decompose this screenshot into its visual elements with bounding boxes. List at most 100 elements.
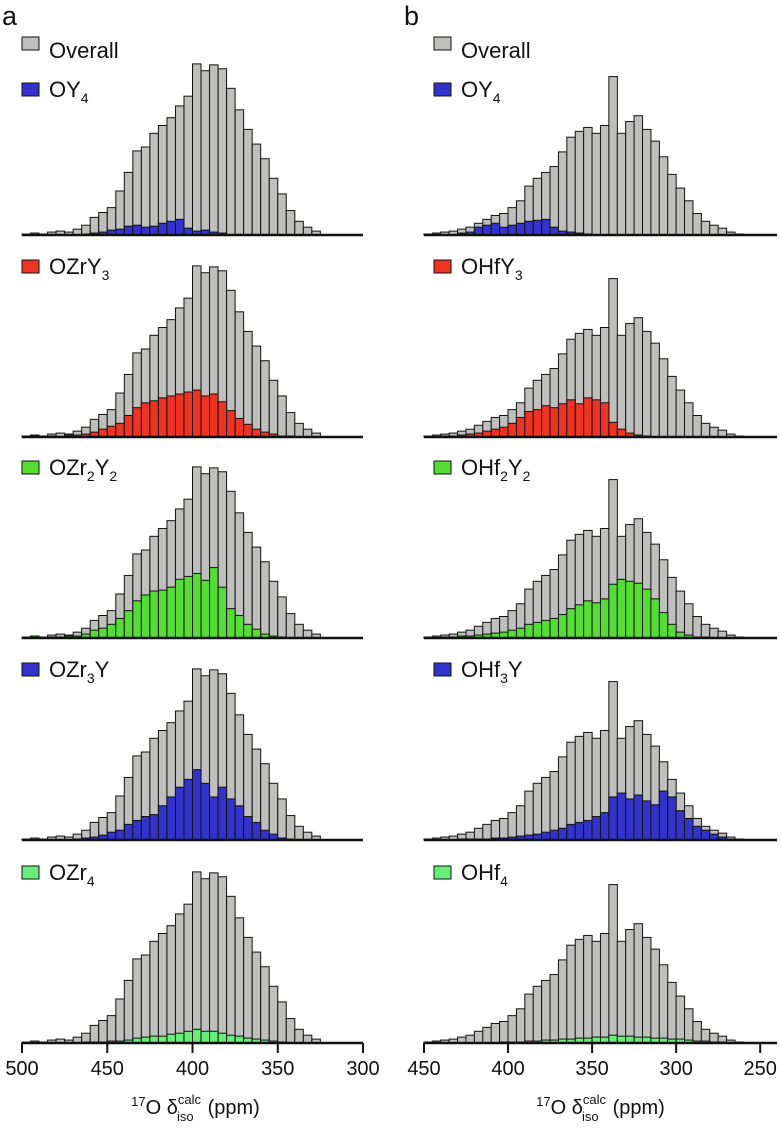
overall-bar (294, 1028, 304, 1044)
overall-bar (149, 132, 159, 236)
subset-bar (599, 598, 610, 639)
subset-bar (692, 825, 702, 841)
subset-bar (192, 769, 202, 841)
legend-swatch-overall (21, 36, 40, 51)
subset-bar (650, 598, 660, 639)
overall-bar (157, 124, 168, 236)
overall-bar (684, 200, 694, 236)
overall-bar (473, 827, 484, 841)
overall-bar (89, 1024, 100, 1044)
overall-bar (541, 776, 551, 841)
subset-bar (515, 416, 526, 438)
overall-bar (625, 121, 635, 236)
legend-swatch (433, 662, 452, 677)
subset-bar (591, 816, 602, 841)
overall-bar (277, 395, 287, 438)
x-tick-label: 300 (659, 1058, 692, 1080)
overall-bar (709, 224, 719, 236)
overall-bar (260, 763, 270, 841)
overall-bar (260, 561, 270, 639)
subset-bar (226, 410, 236, 438)
x-tick-label: 250 (744, 1058, 777, 1080)
legend-swatch (21, 865, 40, 880)
subset-bar (115, 829, 125, 841)
subset-bar (115, 617, 125, 639)
subset-bar (625, 580, 635, 639)
subset-bar (557, 403, 568, 438)
overall-bar (684, 402, 694, 438)
overall-bar (260, 966, 270, 1044)
subset-bar (243, 623, 253, 639)
subset-bar (658, 790, 669, 841)
overall-bar (549, 166, 560, 236)
overall-bar (692, 212, 702, 236)
overall-bar (667, 981, 677, 1044)
overall-bar (524, 993, 534, 1044)
legend-label: OHf2Y2 (461, 455, 531, 484)
x-tick-label: 450 (91, 1058, 124, 1080)
subset-bar (524, 220, 534, 236)
subset-bar (166, 1033, 176, 1044)
overall-bar (633, 115, 644, 236)
x-tick-label: 300 (346, 1058, 379, 1080)
overall-bar (641, 128, 652, 236)
overall-bar (482, 1026, 492, 1044)
legend-label-overall: Overall (49, 38, 119, 63)
overall-bar (157, 932, 168, 1044)
overall-bar (557, 959, 568, 1044)
overall-bar (243, 531, 253, 639)
subset-bar (658, 612, 669, 639)
subset-bar (140, 594, 151, 639)
subset-bar (641, 800, 652, 841)
overall-bar (490, 819, 501, 841)
overall-bar (166, 925, 176, 1044)
overall-bar (692, 615, 702, 639)
overall-bar (650, 342, 660, 438)
subset-bar (650, 804, 660, 841)
histogram-row: OZr3Y (21, 657, 363, 842)
overall-bar (608, 76, 618, 236)
overall-bar (616, 940, 627, 1044)
histogram-row: OHfY3 (423, 254, 777, 439)
subset-bar (157, 805, 168, 841)
subset-bar (192, 1028, 202, 1044)
overall-bar (709, 627, 719, 639)
subset-bar (507, 422, 517, 438)
overall-bar (209, 872, 219, 1044)
overall-bar (209, 64, 219, 236)
subset-bar (243, 423, 253, 438)
overall-bar (285, 412, 296, 438)
legend-label: OZr2Y2 (49, 455, 117, 484)
overall-bar (294, 623, 304, 639)
overall-bar (140, 146, 151, 236)
legend-label: OZr4 (49, 860, 95, 889)
subset-bar (217, 1032, 228, 1044)
panel-label: b (404, 1, 419, 31)
histogram-row: Overall OY4 (423, 36, 777, 237)
overall-bar (251, 345, 262, 438)
subset-bar (608, 796, 618, 841)
subset-bar (243, 816, 253, 841)
subset-bar (532, 219, 543, 236)
subset-bar (557, 614, 568, 639)
panel-a: a Overall OY4 OZrY3 OZr2Y2 OZr3Y OZr4 500 450 400… (2, 1, 380, 1124)
legend-swatch (21, 82, 40, 97)
overall-bar (183, 95, 193, 236)
subset-bar (183, 1030, 193, 1044)
overall-bar (583, 934, 593, 1044)
subset-bar (149, 590, 159, 639)
subset-bar (217, 586, 228, 639)
subset-bar (166, 586, 176, 639)
overall-bar (515, 805, 526, 841)
overall-bar (226, 895, 236, 1044)
subset-bar (524, 411, 534, 438)
subset-bar (684, 817, 694, 841)
overall-bar (106, 1015, 117, 1044)
overall-bar (667, 375, 677, 438)
histogram-row: OZrY3 (21, 254, 363, 439)
overall-bar (294, 220, 304, 236)
overall-bar (532, 985, 543, 1044)
subset-bar (157, 222, 168, 236)
subset-bar (123, 225, 134, 236)
overall-bar (268, 782, 279, 841)
